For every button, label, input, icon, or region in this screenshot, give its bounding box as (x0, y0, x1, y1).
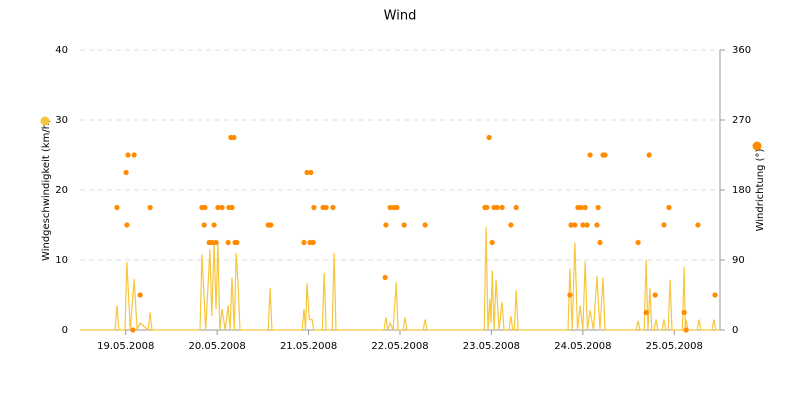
direction-point (499, 204, 505, 211)
direction-point (595, 204, 601, 211)
direction-point (310, 239, 316, 246)
direction-point (584, 222, 590, 228)
direction-point (494, 204, 500, 211)
y-axis-label: Windgeschwindigkeit (km/h) (41, 119, 52, 261)
x-tick-label: 19.05.2008 (97, 341, 154, 352)
direction-point (383, 222, 389, 228)
direction-point (567, 292, 573, 298)
direction-point (147, 204, 153, 211)
direction-point (131, 152, 137, 158)
direction-point (387, 204, 393, 211)
direction-point (231, 134, 237, 141)
direction-point (513, 204, 519, 211)
direction-point (572, 222, 578, 228)
direction-point (323, 204, 329, 211)
direction-point (712, 292, 718, 298)
y2-tick-label: 180 (732, 185, 751, 196)
direction-point (308, 169, 314, 176)
direction-point (114, 204, 120, 211)
legend-marker (40, 116, 50, 126)
y2-tick-label: 360 (732, 45, 751, 56)
direction-point (130, 327, 136, 333)
direction-point (215, 204, 221, 211)
direction-point (209, 239, 215, 246)
direction-point (643, 309, 649, 316)
direction-point (401, 222, 407, 228)
direction-point (422, 222, 428, 228)
direction-point (594, 222, 600, 228)
y-tick-label: 20 (55, 185, 68, 196)
x-tick-label: 20.05.2008 (189, 341, 246, 352)
direction-point (695, 222, 701, 228)
x-tick-label: 22.05.2008 (371, 341, 428, 352)
direction-point (489, 239, 495, 246)
direction-point (484, 204, 490, 211)
direction-point (234, 239, 240, 246)
direction-point (597, 239, 603, 246)
direction-point (125, 152, 131, 158)
direction-point (486, 134, 492, 141)
direction-point (394, 204, 400, 211)
direction-point (304, 169, 310, 176)
direction-point (587, 152, 593, 158)
y2-tick-label: 270 (732, 115, 751, 126)
direction-point (202, 204, 208, 211)
x-tick-label: 25.05.2008 (646, 341, 703, 352)
direction-point (211, 222, 217, 228)
direction-point (229, 204, 235, 211)
x-tick-label: 24.05.2008 (554, 341, 611, 352)
chart-title: Wind (384, 9, 417, 24)
direction-point (602, 152, 608, 158)
direction-point (578, 204, 584, 211)
direction-point (382, 274, 388, 281)
direction-point (582, 204, 588, 211)
direction-point (330, 204, 336, 211)
y-tick-label: 0 (62, 325, 68, 336)
direction-point (652, 292, 658, 298)
direction-point (219, 204, 225, 211)
direction-point (311, 204, 317, 211)
direction-point (580, 222, 586, 228)
x-tick-label: 21.05.2008 (280, 341, 337, 352)
y-tick-label: 40 (55, 45, 68, 56)
direction-point (635, 239, 641, 246)
direction-point (268, 222, 274, 228)
direction-point (508, 222, 514, 228)
direction-point (201, 222, 207, 228)
direction-point (683, 327, 689, 333)
direction-point (123, 169, 129, 176)
legend-marker (752, 141, 762, 151)
direction-point (681, 309, 687, 316)
y2-tick-label: 90 (732, 255, 745, 266)
direction-point (666, 204, 672, 211)
y2-axis-label: Windrichtung (°) (755, 149, 766, 232)
y-tick-label: 10 (55, 255, 68, 266)
speed-line (80, 227, 720, 332)
direction-point (213, 239, 219, 246)
x-tick-label: 23.05.2008 (463, 341, 520, 352)
direction-point (137, 292, 143, 298)
direction-point (301, 239, 307, 246)
direction-point (124, 222, 130, 228)
direction-point (568, 222, 574, 228)
y2-tick-label: 0 (732, 325, 738, 336)
direction-point (646, 152, 652, 158)
direction-point (225, 239, 231, 246)
y-tick-label: 30 (55, 115, 68, 126)
direction-point (661, 222, 667, 228)
